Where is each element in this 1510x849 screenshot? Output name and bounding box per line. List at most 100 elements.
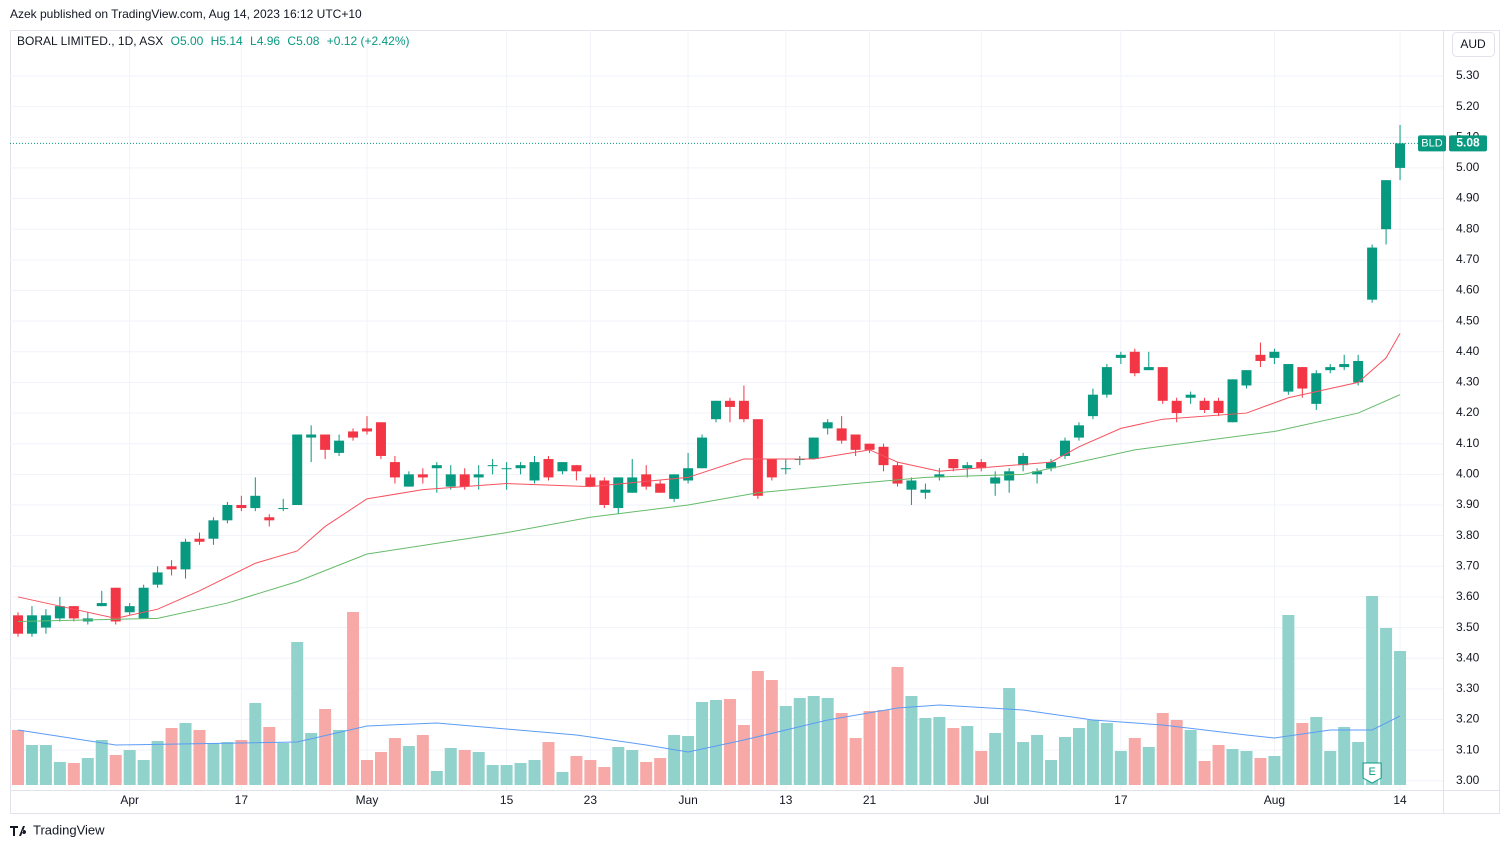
- y-tick-label: 5.30: [1456, 68, 1480, 82]
- volume-bar: [514, 763, 527, 785]
- moving-average-line: [17, 394, 1401, 622]
- volume-bar: [1072, 728, 1085, 785]
- price-pane: [10, 125, 1443, 637]
- volume-bar: [1017, 742, 1030, 785]
- candle-body: [362, 428, 372, 432]
- candle-body: [1325, 367, 1336, 371]
- candle-body: [1185, 394, 1196, 398]
- volume-bar: [626, 750, 639, 785]
- volume-bar: [1170, 720, 1183, 785]
- candle-body: [334, 440, 345, 453]
- candle-body: [1213, 400, 1224, 414]
- volume-bar: [570, 756, 583, 785]
- candle-body: [1255, 354, 1266, 361]
- candle-body: [641, 474, 652, 487]
- candle-body: [306, 434, 317, 438]
- candle-body: [836, 428, 847, 441]
- y-tick-label: 5.20: [1456, 99, 1480, 113]
- candle-body: [655, 483, 666, 493]
- candle-body: [1227, 379, 1238, 423]
- candle-body: [445, 474, 456, 487]
- currency-button[interactable]: [1452, 32, 1495, 57]
- candle-body: [487, 465, 498, 467]
- x-tick-label: 21: [863, 793, 877, 807]
- y-tick-label: 4.90: [1456, 191, 1480, 205]
- footer-text: TradingView: [33, 822, 105, 837]
- volume-bar: [556, 772, 569, 785]
- volume-bar: [1366, 596, 1379, 785]
- volume-bar: [291, 642, 304, 785]
- volume-bar: [877, 710, 890, 785]
- volume-bar: [67, 763, 80, 785]
- volume-bar: [1268, 756, 1281, 785]
- candle-body: [1395, 143, 1406, 168]
- candle-body: [627, 477, 638, 493]
- x-tick-label: Aug: [1264, 793, 1285, 807]
- volume-bar: [1142, 747, 1155, 785]
- candle-body: [222, 505, 233, 521]
- volume-bar: [235, 740, 248, 785]
- volume-bar: [1114, 751, 1127, 785]
- candle-body: [264, 517, 275, 521]
- symbol-tag-label: BLD: [1421, 137, 1442, 149]
- volume-bar: [640, 762, 653, 785]
- y-tick-label: 3.90: [1456, 497, 1480, 511]
- volume-bar: [654, 758, 667, 785]
- symbol: BORAL LIMITED., 1D, ASX: [17, 34, 163, 48]
- candle-body: [1143, 367, 1154, 371]
- volume-bar: [1184, 730, 1197, 785]
- y-tick-label: 4.80: [1456, 221, 1480, 235]
- volume-bar: [53, 762, 66, 785]
- volume-bar: [207, 743, 220, 785]
- volume-bar: [989, 733, 1002, 785]
- candle-body: [459, 474, 470, 487]
- candle-body: [1046, 462, 1057, 469]
- y-tick-label: 4.20: [1456, 405, 1480, 419]
- y-tick-label: 3.60: [1456, 589, 1480, 603]
- volume-bar: [696, 702, 709, 785]
- volume-bar: [1310, 717, 1323, 785]
- candle-body: [431, 465, 442, 469]
- volume-bar: [1128, 738, 1141, 785]
- volume-bar: [612, 747, 625, 785]
- y-tick-label: 3.00: [1456, 773, 1480, 787]
- price-tag-label: 5.08: [1456, 136, 1480, 150]
- y-tick-label: 5.00: [1456, 160, 1480, 174]
- candle-body: [780, 468, 791, 470]
- x-tick-label: May: [356, 793, 379, 807]
- volume-bar: [137, 760, 150, 785]
- candle-body: [166, 566, 177, 570]
- candle-body: [208, 520, 219, 539]
- ohlc-low: L4.96: [250, 34, 280, 48]
- volume-bar: [542, 742, 555, 785]
- volume-bar: [947, 728, 960, 785]
- currency[interactable]: AUD: [1460, 37, 1486, 51]
- candle-body: [599, 480, 610, 505]
- volume-bar: [1352, 742, 1365, 785]
- candle-body: [1171, 400, 1182, 414]
- candle-body: [152, 572, 163, 585]
- volume-bar: [1226, 749, 1239, 785]
- x-tick-label: Jul: [974, 793, 989, 807]
- volume-bar: [1156, 713, 1169, 785]
- volume-bar: [472, 752, 485, 785]
- volume-bar: [95, 740, 108, 785]
- candle-body: [1269, 351, 1280, 358]
- x-tick-label: 15: [500, 793, 514, 807]
- candle-body: [501, 468, 512, 470]
- candle-body: [54, 606, 65, 619]
- candle-body: [96, 603, 107, 607]
- candle-body: [515, 465, 526, 469]
- candle-body: [194, 538, 205, 542]
- candle-body: [738, 400, 749, 420]
- candle-body: [26, 615, 37, 634]
- volume-bar: [1059, 737, 1071, 785]
- volume-bar: [765, 680, 778, 785]
- candle-body: [1060, 440, 1070, 456]
- x-tick-label: 17: [1114, 793, 1128, 807]
- volume-bar: [39, 745, 52, 785]
- candle-body: [543, 459, 554, 478]
- volume-bar: [723, 699, 736, 785]
- moving-average-line: [17, 333, 1401, 619]
- volume-bar: [388, 738, 401, 785]
